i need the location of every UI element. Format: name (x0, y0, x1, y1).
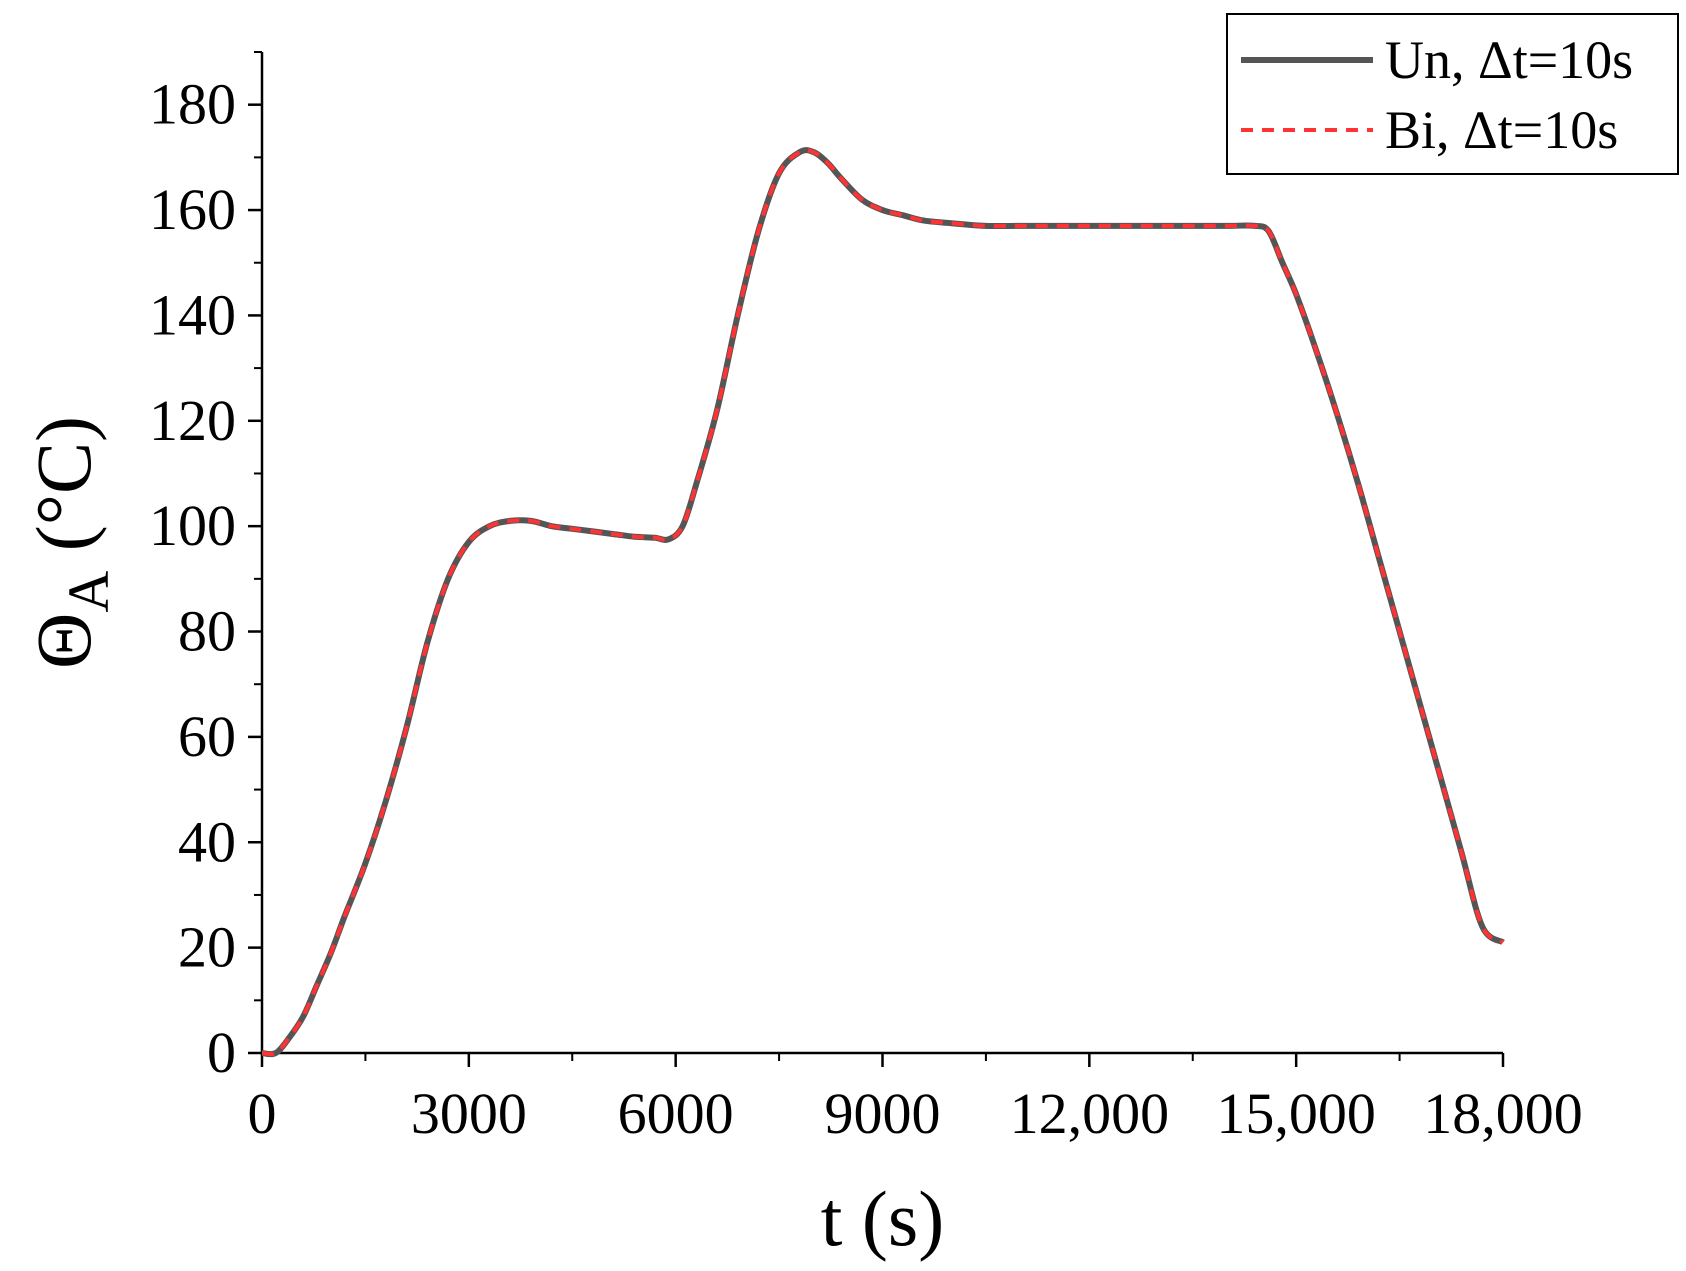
y-tick-label: 140 (149, 282, 236, 347)
legend-label-1: Un, Δt=10s (1385, 30, 1633, 90)
x-tick-label: 15,000 (1216, 1081, 1376, 1146)
legend: Un, Δt=10s Bi, Δt=10s (1226, 13, 1679, 175)
y-tick-label: 0 (207, 1020, 236, 1085)
y-axis-title-unit: (°C) (20, 416, 107, 571)
x-tick-label: 18,000 (1423, 1081, 1583, 1146)
y-tick-label: 80 (178, 599, 236, 664)
y-axis-title-symbol: Θ (20, 613, 107, 669)
x-axis-title: t (s) (821, 1175, 944, 1262)
y-tick-label: 40 (178, 809, 236, 874)
y-tick-label: 60 (178, 704, 236, 769)
y-axis-title-subscript: A (56, 571, 121, 613)
y-tick-label: 180 (149, 72, 236, 137)
legend-label-2: Bi, Δt=10s (1385, 100, 1618, 160)
y-tick-label: 160 (149, 177, 236, 242)
y-tick-label: 120 (149, 388, 236, 453)
series-layer (261, 147, 1505, 1058)
x-tick-label: 12,000 (1010, 1081, 1170, 1146)
x-tick-label: 9000 (825, 1081, 941, 1146)
y-tick-label: 20 (178, 915, 236, 980)
legend-box (1226, 13, 1679, 175)
x-tick-label: 3000 (411, 1081, 527, 1146)
y-tick-label: 100 (149, 493, 236, 558)
x-tick-label: 6000 (618, 1081, 734, 1146)
x-tick-label: 0 (248, 1081, 277, 1146)
series-line-2 (261, 148, 1505, 1057)
y-axis-title: ΘA (°C) (20, 416, 121, 669)
axes: 0 3000 6000 9000 12,000 15,000 18,000 0 20 40 60 80… (149, 51, 1583, 1146)
